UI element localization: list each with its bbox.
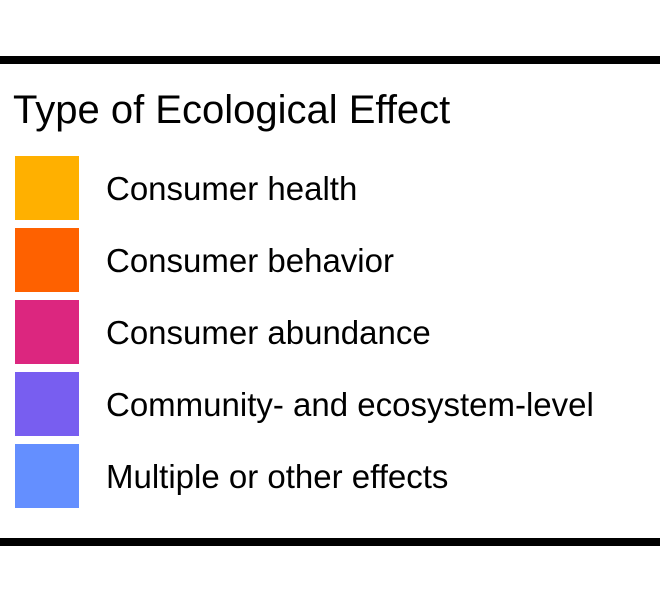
legend-entry: Consumer abundance: [13, 298, 653, 366]
legend-label: Consumer abundance: [106, 314, 431, 351]
legend-entry: Consumer health: [13, 154, 653, 222]
legend-label: Consumer health: [106, 170, 358, 207]
legend-swatch: [13, 298, 81, 366]
legend-title: Type of Ecological Effect: [13, 88, 451, 132]
legend-swatch: [13, 442, 81, 510]
legend-entry: Community- and ecosystem-level: [13, 370, 653, 438]
legend-swatch: [13, 226, 81, 294]
legend-swatch: [13, 154, 81, 222]
legend-label: Community- and ecosystem-level: [106, 386, 594, 423]
legend-entry: Consumer behavior: [13, 226, 653, 294]
legend-label: Multiple or other effects: [106, 458, 449, 495]
legend-box: [0, 56, 660, 546]
legend-swatch: [13, 370, 81, 438]
legend-label: Consumer behavior: [106, 242, 394, 279]
legend-entry: Multiple or other effects: [13, 442, 653, 510]
